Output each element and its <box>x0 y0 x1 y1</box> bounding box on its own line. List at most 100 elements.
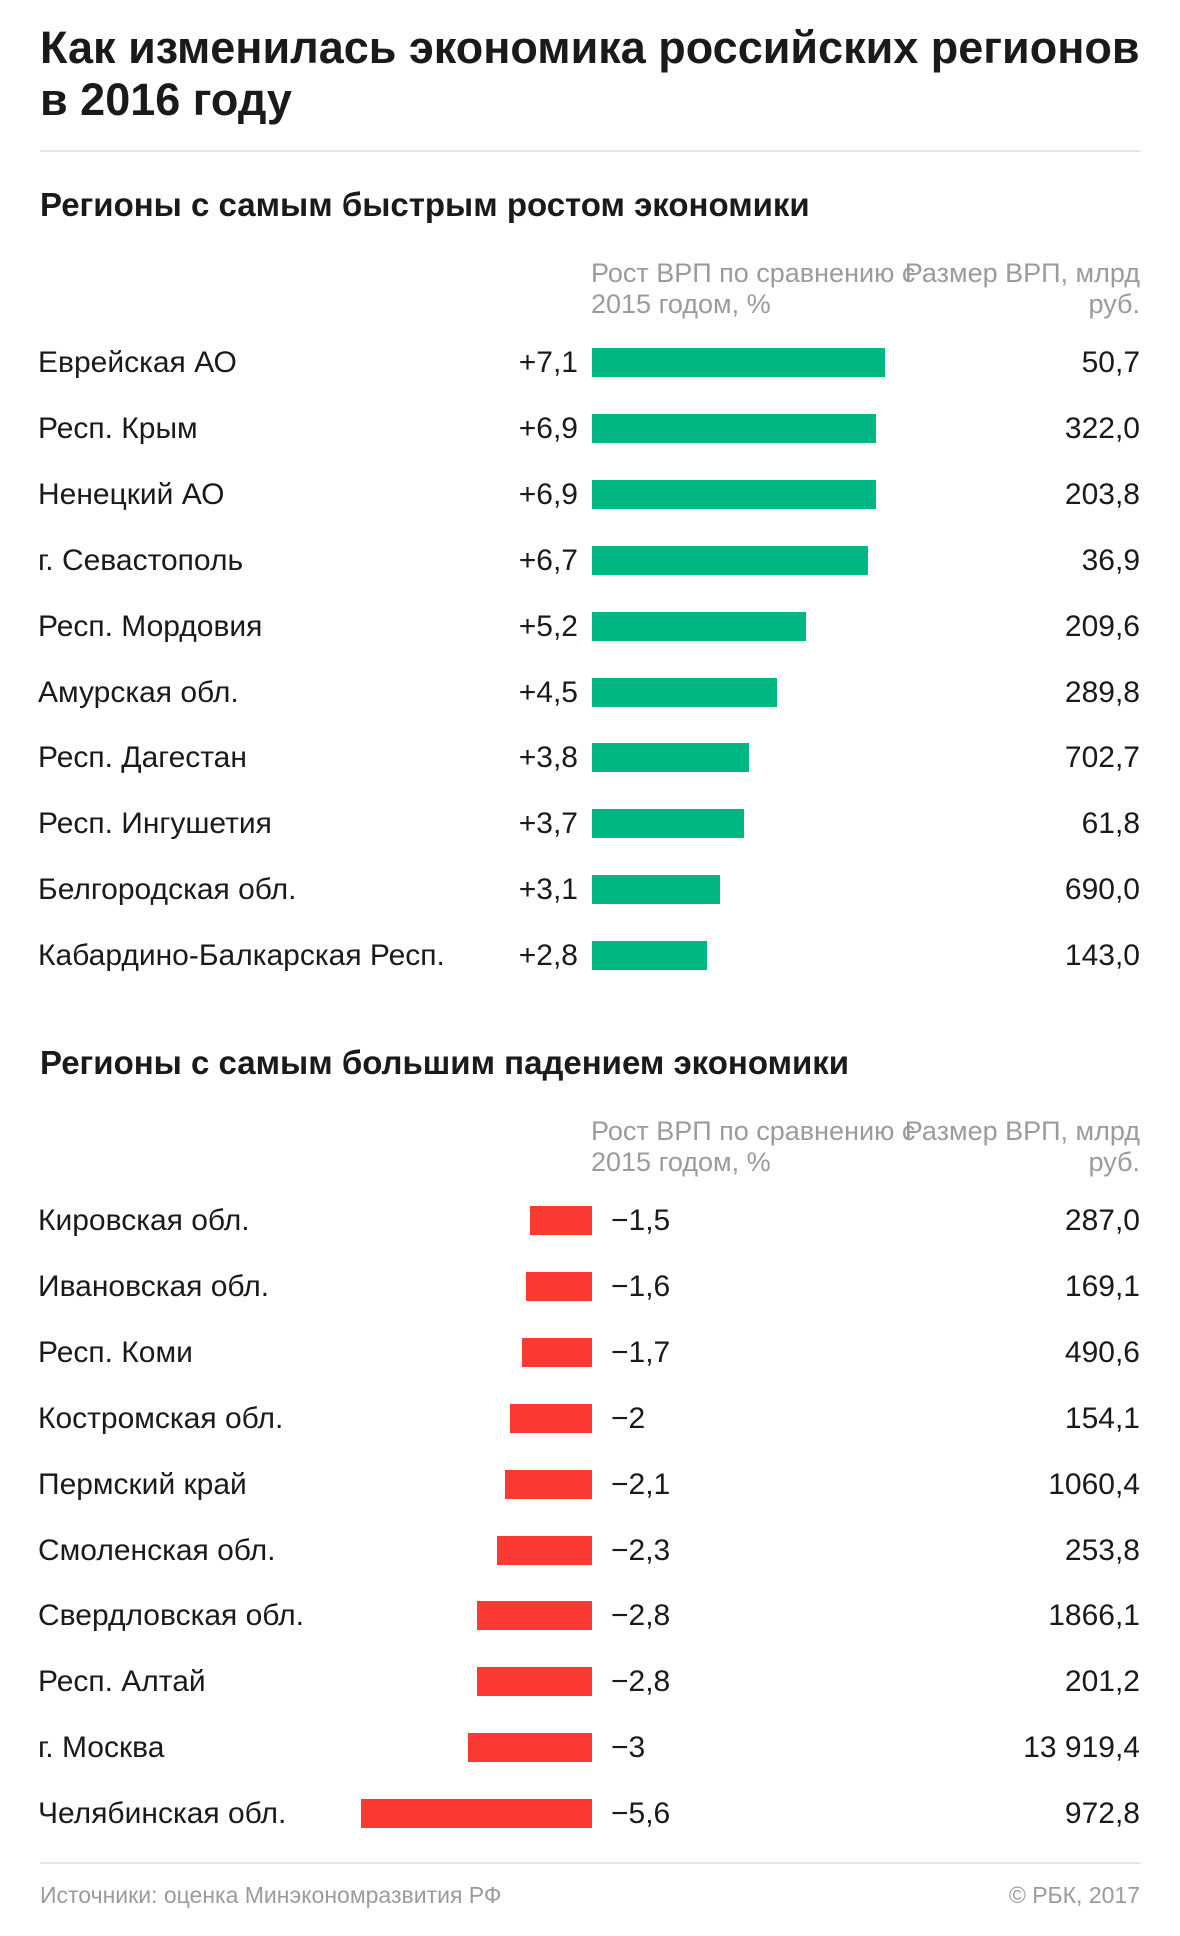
copyright: © РБК, 2017 <box>1008 1882 1140 1908</box>
value-label: −1,6 <box>611 1269 671 1303</box>
value-label: −2,8 <box>611 1665 671 1699</box>
growth-row: Респ. Мордовия +5,2 209,6 <box>0 594 1180 660</box>
region-label: Респ. Крым <box>38 411 198 445</box>
value-label: −1,7 <box>611 1335 671 1369</box>
growth-bar <box>592 941 708 971</box>
decline-bar <box>361 1799 592 1829</box>
region-label: Респ. Алтай <box>38 1665 206 1699</box>
gdp-value: 203,8 <box>1064 477 1140 511</box>
decline-bar <box>468 1733 592 1763</box>
growth-bar <box>592 479 877 509</box>
decline-row: Свердловская обл. −2,8 1866,1 <box>0 1583 1180 1649</box>
region-label: Кабардино-Балкарская Респ. <box>38 939 445 973</box>
value-label: +6,7 <box>518 543 578 577</box>
decline-row: Челябинская обл. −5,6 972,8 <box>0 1781 1180 1847</box>
gdp-value: 287,0 <box>1064 1204 1140 1237</box>
decline-bar <box>497 1535 592 1565</box>
growth-bar <box>592 875 720 905</box>
value-label: +5,2 <box>518 609 578 643</box>
region-label: Еврейская АО <box>38 346 237 379</box>
region-label: Костромская обл. <box>38 1401 284 1435</box>
growth-column-header: Рост ВРП по сравнению с 2015 годом, % <box>591 258 916 319</box>
page-title: Как изменилась экономика российских реги… <box>40 22 1140 125</box>
gdp-value: 50,7 <box>1081 346 1140 379</box>
gdp-value: 1866,1 <box>1048 1599 1140 1633</box>
region-label: Респ. Коми <box>38 1335 193 1369</box>
region-label: Ненецкий АО <box>38 477 225 511</box>
value-label: −2,3 <box>611 1533 671 1567</box>
growth-section-title: Регионы с самым быстрым ростом экономики <box>40 186 810 223</box>
title-divider <box>40 150 1140 152</box>
gdp-value: 690,0 <box>1064 873 1140 907</box>
region-label: Амурская обл. <box>38 675 239 709</box>
gdp-value: 253,8 <box>1064 1533 1140 1567</box>
value-label: +2,8 <box>518 939 578 973</box>
growth-row: Белгородская обл. +3,1 690,0 <box>0 857 1180 923</box>
decline-row: Ивановская обл. −1,6 169,1 <box>0 1254 1180 1320</box>
region-label: Респ. Дагестан <box>38 741 247 775</box>
region-label: Смоленская обл. <box>38 1533 276 1567</box>
gdp-value: 322,0 <box>1064 411 1140 445</box>
value-label: +6,9 <box>518 411 578 445</box>
decline-growth-column-header: Рост ВРП по сравнению с 2015 годом, % <box>591 1116 916 1177</box>
growth-bar <box>592 809 745 839</box>
value-label: +4,5 <box>518 675 578 709</box>
growth-row: Ненецкий АО +6,9 203,8 <box>0 462 1180 528</box>
growth-row: Амурская обл. +4,5 289,8 <box>0 660 1180 726</box>
decline-row: Пермский край −2,1 1060,4 <box>0 1452 1180 1518</box>
gdp-value: 490,6 <box>1064 1335 1140 1369</box>
decline-row: Костромская обл. −2 154,1 <box>0 1386 1180 1452</box>
decline-bar <box>509 1403 592 1433</box>
growth-bar <box>592 677 778 707</box>
region-label: г. Москва <box>38 1731 165 1765</box>
growth-bar <box>592 413 877 443</box>
region-label: Респ. Мордовия <box>38 609 263 643</box>
decline-gdp-column-header: Размер ВРП, млрд руб. <box>904 1116 1140 1177</box>
decline-row: г. Москва −3 13 919,4 <box>0 1715 1180 1781</box>
decline-row: Кировская обл. −1,5 287,0 <box>0 1188 1180 1254</box>
gdp-value: 61,8 <box>1081 807 1140 841</box>
growth-row: Респ. Дагестан +3,8 702,7 <box>0 725 1180 791</box>
gdp-value: 702,7 <box>1064 741 1140 775</box>
region-label: Ивановская обл. <box>38 1269 270 1303</box>
region-label: Кировская обл. <box>38 1204 250 1237</box>
growth-bar <box>592 611 807 641</box>
gdp-value: 972,8 <box>1064 1797 1140 1831</box>
source-note: Источники: оценка Минэкономразвития РФ <box>40 1882 502 1908</box>
growth-row: г. Севастополь +6,7 36,9 <box>0 528 1180 594</box>
gdp-column-header: Размер ВРП, млрд руб. <box>904 258 1140 319</box>
value-label: +6,9 <box>518 477 578 511</box>
growth-row: Еврейская АО +7,1 50,7 <box>0 330 1180 396</box>
value-label: +7,1 <box>518 346 578 379</box>
region-label: Белгородская обл. <box>38 873 297 907</box>
decline-bar <box>476 1667 592 1697</box>
value-label: −2,1 <box>611 1467 671 1501</box>
region-label: Пермский край <box>38 1467 247 1501</box>
value-label: +3,7 <box>518 807 578 841</box>
growth-row: Респ. Крым +6,9 322,0 <box>0 396 1180 462</box>
decline-bar <box>476 1601 592 1631</box>
decline-row: Респ. Алтай −2,8 201,2 <box>0 1649 1180 1715</box>
value-label: −2 <box>611 1401 646 1435</box>
decline-row: Респ. Коми −1,7 490,6 <box>0 1320 1180 1386</box>
growth-bar <box>592 348 885 377</box>
decline-bar <box>521 1337 592 1367</box>
decline-section-title: Регионы с самым большим падением экономи… <box>40 1044 850 1081</box>
value-label: −5,6 <box>611 1797 671 1831</box>
region-label: Свердловская обл. <box>38 1599 304 1633</box>
value-label: +3,8 <box>518 741 578 775</box>
gdp-value: 1060,4 <box>1048 1467 1140 1501</box>
decline-bar <box>530 1206 592 1235</box>
growth-bar <box>592 545 869 575</box>
growth-row: Кабардино-Балкарская Респ. +2,8 143,0 <box>0 923 1180 989</box>
region-label: Респ. Ингушетия <box>38 807 272 841</box>
decline-bar <box>526 1271 592 1301</box>
value-label: −3 <box>611 1731 646 1765</box>
gdp-value: 169,1 <box>1064 1269 1140 1303</box>
gdp-value: 36,9 <box>1081 543 1140 577</box>
value-label: −1,5 <box>611 1204 671 1237</box>
gdp-value: 143,0 <box>1064 939 1140 973</box>
gdp-value: 209,6 <box>1064 609 1140 643</box>
gdp-value: 154,1 <box>1064 1401 1140 1435</box>
gdp-value: 289,8 <box>1064 675 1140 709</box>
